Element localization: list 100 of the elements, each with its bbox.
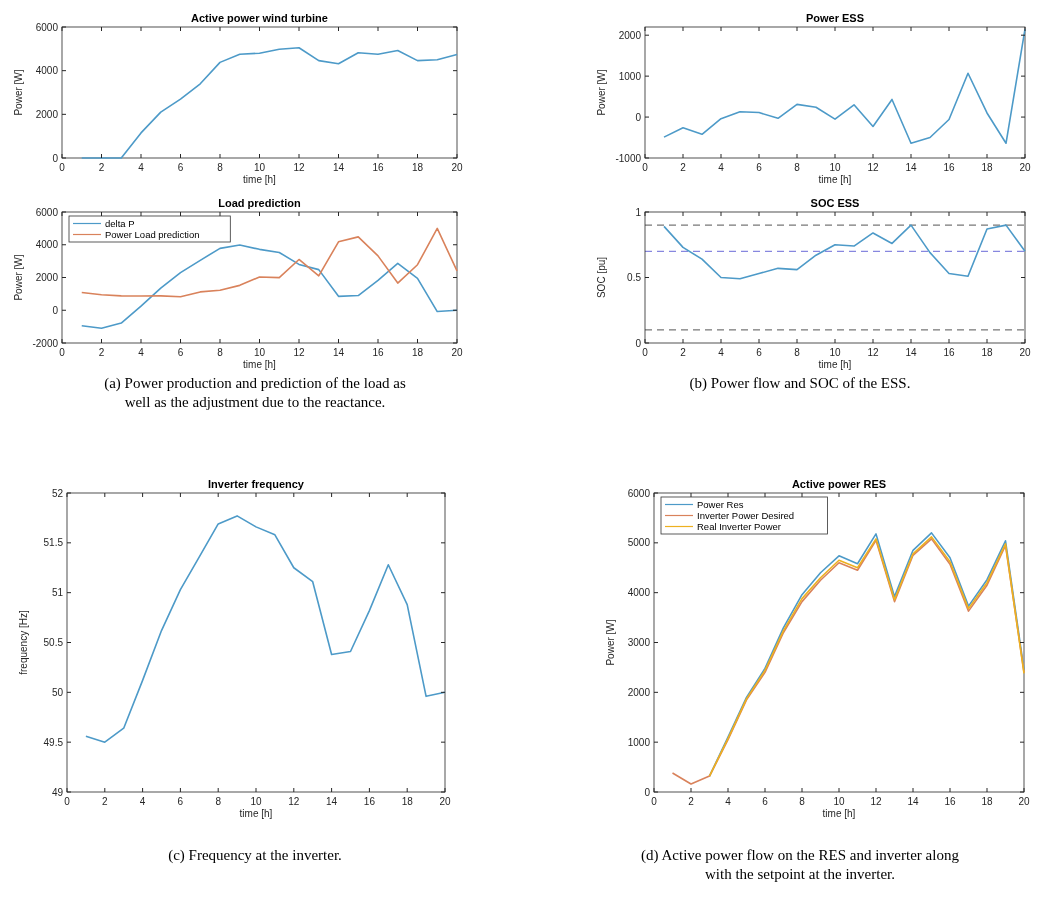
- x-tick-label: 14: [907, 796, 919, 807]
- legend-label: Inverter Power Desired: [697, 509, 795, 521]
- x-axis-title: time [h]: [243, 359, 277, 370]
- y-tick-label: 4000: [35, 239, 59, 251]
- line-series: [85, 515, 446, 743]
- x-tick-label: 20: [451, 347, 463, 358]
- y-tick-label: 50: [51, 686, 64, 698]
- x-tick-label: 20: [1018, 796, 1030, 807]
- y-tick-label: 4000: [35, 65, 59, 77]
- x-tick-label: 8: [217, 347, 224, 358]
- y-tick-label: 2000: [35, 272, 59, 283]
- x-tick-label: 10: [253, 347, 266, 358]
- x-axis-title: time [h]: [818, 174, 852, 185]
- x-tick-label: 16: [943, 347, 955, 358]
- x-tick-label: 10: [253, 162, 266, 173]
- y-axis-title: Power [W]: [605, 619, 616, 666]
- y-tick-label: 1000: [627, 736, 651, 748]
- y-axis-title: SOC [pu]: [596, 256, 607, 299]
- x-tick-label: 12: [867, 162, 879, 173]
- x-tick-label: 20: [1019, 347, 1031, 358]
- x-tick-label: 14: [332, 347, 345, 358]
- x-tick-label: 12: [870, 796, 882, 807]
- y-tick-label: 0: [644, 786, 651, 798]
- y-tick-label: 49: [51, 786, 64, 798]
- x-tick-label: 18: [981, 347, 993, 358]
- line-series: [80, 244, 458, 330]
- y-tick-label: 52: [51, 487, 64, 499]
- y-tick-label: 1: [635, 206, 642, 218]
- x-tick-label: 8: [799, 796, 806, 807]
- x-tick-label: 14: [326, 796, 338, 807]
- x-tick-label: 4: [725, 796, 732, 807]
- x-tick-label: 4: [139, 796, 146, 807]
- y-tick-label: 0.5: [627, 272, 642, 283]
- x-tick-label: 4: [138, 162, 145, 173]
- line-series: [80, 46, 458, 159]
- y-tick-label: -1000: [615, 152, 642, 164]
- x-axis-title: time [h]: [243, 174, 277, 185]
- y-tick-label: -2000: [32, 337, 59, 349]
- y-tick-label: 2000: [627, 686, 651, 698]
- chart-title: Load prediction: [218, 197, 302, 209]
- x-tick-label: 6: [756, 162, 763, 173]
- y-tick-label: 6000: [35, 206, 59, 218]
- legend-label: Power Load prediction: [105, 228, 200, 240]
- x-tick-label: 8: [217, 162, 224, 173]
- y-tick-label: 0: [52, 152, 59, 164]
- x-tick-label: 20: [1019, 162, 1031, 173]
- y-tick-label: 0: [52, 304, 59, 316]
- text: (b) Power flow and SOC of the ESS.: [689, 375, 911, 392]
- chart-title: Inverter frequency: [208, 478, 305, 490]
- y-tick-label: 51.5: [43, 537, 64, 549]
- x-tick-label: 12: [293, 162, 305, 173]
- x-tick-label: 10: [833, 796, 845, 807]
- chart-title: SOC ESS: [810, 197, 860, 209]
- legend-label: Real Inverter Power: [697, 520, 781, 532]
- x-tick-label: 12: [867, 347, 879, 358]
- y-tick-label: 3000: [627, 637, 651, 648]
- x-tick-label: 12: [293, 347, 305, 358]
- x-axis-title: time [h]: [818, 359, 852, 370]
- y-tick-label: 1000: [618, 70, 642, 82]
- y-tick-label: 0: [635, 337, 642, 349]
- x-tick-label: 4: [718, 347, 725, 358]
- x-tick-label: 2: [680, 162, 687, 173]
- x-tick-label: 6: [177, 796, 184, 807]
- x-tick-label: 16: [363, 796, 376, 807]
- x-axis-title: time [h]: [239, 808, 273, 819]
- line-series: [663, 224, 1026, 280]
- x-tick-label: 10: [250, 796, 262, 807]
- x-tick-label: 8: [215, 796, 222, 807]
- line-series: [80, 227, 458, 298]
- y-tick-label: 6000: [627, 487, 651, 499]
- chart-title: Active power RES: [791, 478, 887, 490]
- x-tick-label: 2: [98, 347, 105, 358]
- x-tick-label: 14: [905, 347, 917, 358]
- y-axis-title: Power [W]: [13, 254, 24, 301]
- x-tick-label: 10: [829, 162, 841, 173]
- x-tick-label: 8: [794, 347, 801, 358]
- y-tick-label: 4000: [627, 587, 651, 599]
- x-tick-label: 6: [756, 347, 763, 358]
- text: (a) Power production and prediction of the load as well as the adjustment due to the reactance.: [104, 375, 406, 410]
- x-tick-label: 0: [651, 796, 658, 807]
- chart-title: Active power wind turbine: [191, 12, 328, 24]
- x-tick-label: 6: [762, 796, 769, 807]
- y-axis-title: Power [W]: [13, 69, 24, 116]
- x-tick-label: 16: [944, 796, 956, 807]
- x-tick-label: 4: [718, 162, 725, 173]
- x-tick-label: 0: [64, 796, 71, 807]
- y-axis-title: frequency [Hz]: [18, 610, 29, 675]
- x-tick-label: 2: [98, 162, 105, 173]
- y-tick-label: 49.5: [43, 736, 64, 748]
- x-tick-label: 16: [372, 347, 384, 358]
- x-tick-label: 10: [829, 347, 841, 358]
- y-axis-title: Power [W]: [596, 69, 607, 116]
- y-tick-label: 2000: [35, 108, 59, 120]
- x-tick-label: 18: [981, 796, 993, 807]
- x-tick-label: 8: [794, 162, 801, 173]
- x-tick-label: 18: [411, 162, 424, 173]
- y-tick-label: 50.5: [43, 637, 64, 648]
- x-tick-label: 6: [177, 162, 184, 173]
- x-tick-label: 18: [411, 347, 424, 358]
- y-tick-label: 5000: [627, 537, 651, 549]
